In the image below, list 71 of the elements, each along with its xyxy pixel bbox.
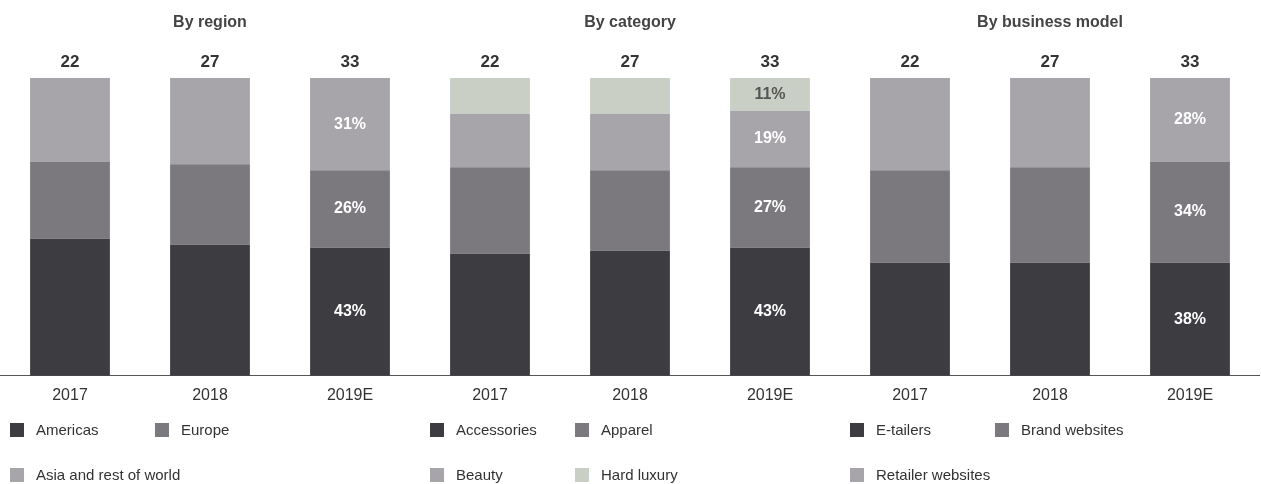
data-label: 34% [1173, 202, 1207, 220]
bar [450, 167, 530, 254]
bar [30, 78, 110, 162]
bar [310, 247, 390, 376]
bar [170, 164, 250, 245]
legend-label: Apparel [601, 421, 653, 438]
annotation: 33 [340, 51, 360, 71]
legend-label: Asia and rest of world [36, 466, 181, 483]
x-tick-label: 2018 [192, 385, 228, 403]
legend-label: Brand websites [1021, 421, 1124, 438]
chart-title: By region [172, 12, 248, 32]
annotation: 27 [620, 51, 640, 71]
data-label: 11% [754, 84, 786, 102]
bar [590, 250, 670, 376]
bar [1010, 167, 1090, 263]
bar [730, 110, 810, 168]
bar [30, 238, 110, 376]
legend-label: E-tailers [876, 421, 932, 438]
bar [1010, 78, 1090, 168]
x-tick-label: 2017 [892, 385, 928, 403]
annotation: 27 [200, 51, 220, 71]
data-label: 26% [333, 199, 367, 217]
bar [730, 167, 810, 248]
chart-title: By business model [976, 12, 1124, 32]
x-tick-label: 2018 [1032, 385, 1068, 403]
bar [730, 247, 810, 376]
bar [1010, 262, 1090, 376]
chart-title: By category [583, 12, 677, 32]
bar [870, 170, 950, 263]
bar [590, 170, 670, 251]
data-label: 31% [333, 114, 367, 132]
legend-label: Beauty [456, 466, 503, 483]
x-tick-label: 2017 [472, 385, 508, 403]
x-tick-label: 2019E [1166, 385, 1214, 403]
annotation: 33 [760, 51, 780, 71]
data-label: 19% [753, 129, 787, 147]
legend-label: Europe [181, 421, 230, 438]
bar [310, 170, 390, 248]
bar [870, 262, 950, 376]
x-tick-label: 2019E [326, 385, 374, 403]
bar [1150, 262, 1230, 376]
data-label: 43% [753, 302, 787, 320]
legend-label: Hard luxury [601, 466, 678, 483]
bar [1150, 78, 1230, 162]
x-tick-label: 2017 [52, 385, 88, 403]
bar [590, 113, 670, 171]
bar [170, 78, 250, 165]
annotation: 33 [1180, 51, 1200, 71]
bar [450, 113, 530, 168]
bar [450, 78, 530, 114]
data-label: 38% [1173, 309, 1207, 327]
data-label: 28% [1173, 110, 1207, 128]
bar [730, 78, 810, 111]
bar [870, 78, 950, 171]
bar [30, 161, 110, 239]
bar [590, 78, 670, 114]
bar [1150, 161, 1230, 263]
legend-label: Retailer websites [876, 466, 991, 483]
annotation: 27 [1040, 51, 1060, 71]
annotation: 22 [900, 51, 920, 71]
bar [450, 253, 530, 376]
legend-label: Accessories [456, 421, 537, 438]
annotation: 22 [480, 51, 500, 71]
bar [310, 78, 390, 171]
legend-label: Americas [36, 421, 99, 438]
data-label: 27% [753, 197, 787, 215]
annotation: 22 [60, 51, 80, 71]
x-tick-label: 2018 [612, 385, 648, 403]
bar [170, 244, 250, 376]
data-label: 43% [333, 302, 367, 320]
x-tick-label: 2019E [746, 385, 794, 403]
